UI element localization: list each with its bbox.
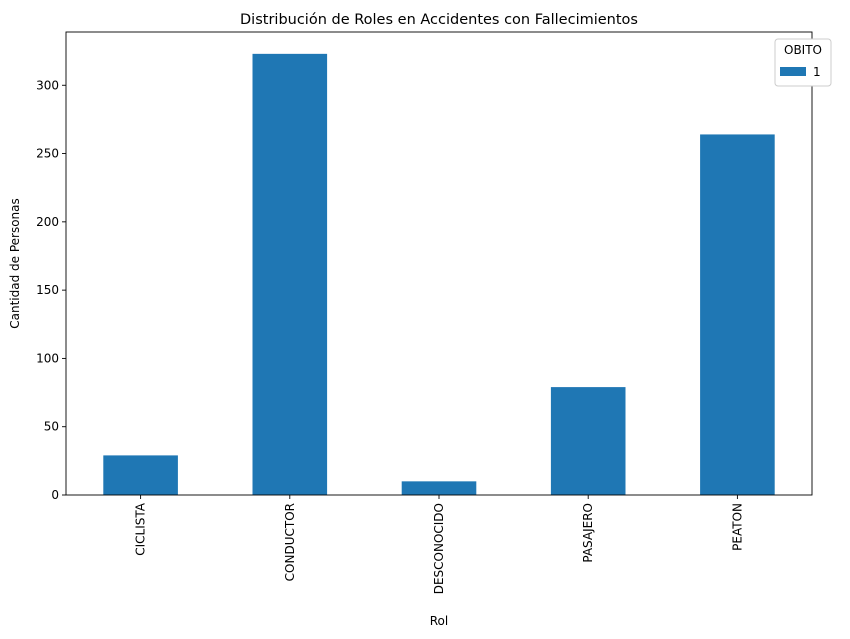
x-tick-label: PASAJERO xyxy=(581,503,595,563)
legend-label: 1 xyxy=(813,65,821,79)
y-tick-label: 0 xyxy=(51,488,59,502)
x-axis-title: Rol xyxy=(430,614,448,628)
x-tick-label: CONDUCTOR xyxy=(283,503,297,581)
y-tick-label: 100 xyxy=(36,351,59,365)
chart-title: Distribución de Roles en Accidentes con … xyxy=(240,12,638,28)
y-tick-label: 150 xyxy=(36,283,59,297)
bar-ciclista xyxy=(103,455,178,495)
y-axis-title: Cantidad de Personas xyxy=(8,198,22,329)
bar-peaton xyxy=(700,134,775,495)
bar-pasajero xyxy=(550,387,626,495)
y-tick-label: 300 xyxy=(36,78,59,92)
legend-swatch xyxy=(780,67,806,76)
x-tick-label: CICLISTA xyxy=(134,502,148,556)
x-tick-label: DESCONOCIDO xyxy=(432,503,446,594)
y-tick-label: 250 xyxy=(36,147,59,161)
bars-group xyxy=(103,53,775,495)
legend-title: OBITO xyxy=(784,43,822,57)
y-tick-label: 200 xyxy=(36,215,59,229)
legend: OBITO 1 xyxy=(774,38,832,87)
y-tick-label: 50 xyxy=(44,420,59,434)
plot-frame xyxy=(65,31,813,496)
bar-conductor xyxy=(252,53,328,495)
x-axis-ticks: CICLISTA CONDUCTOR DESCONOCIDO PASAJERO PEAT… xyxy=(134,495,744,594)
bar-desconocido xyxy=(401,481,477,495)
x-tick-label: PEATON xyxy=(730,503,744,551)
y-axis-ticks: 0 50 100 150 200 250 300 xyxy=(36,78,66,502)
